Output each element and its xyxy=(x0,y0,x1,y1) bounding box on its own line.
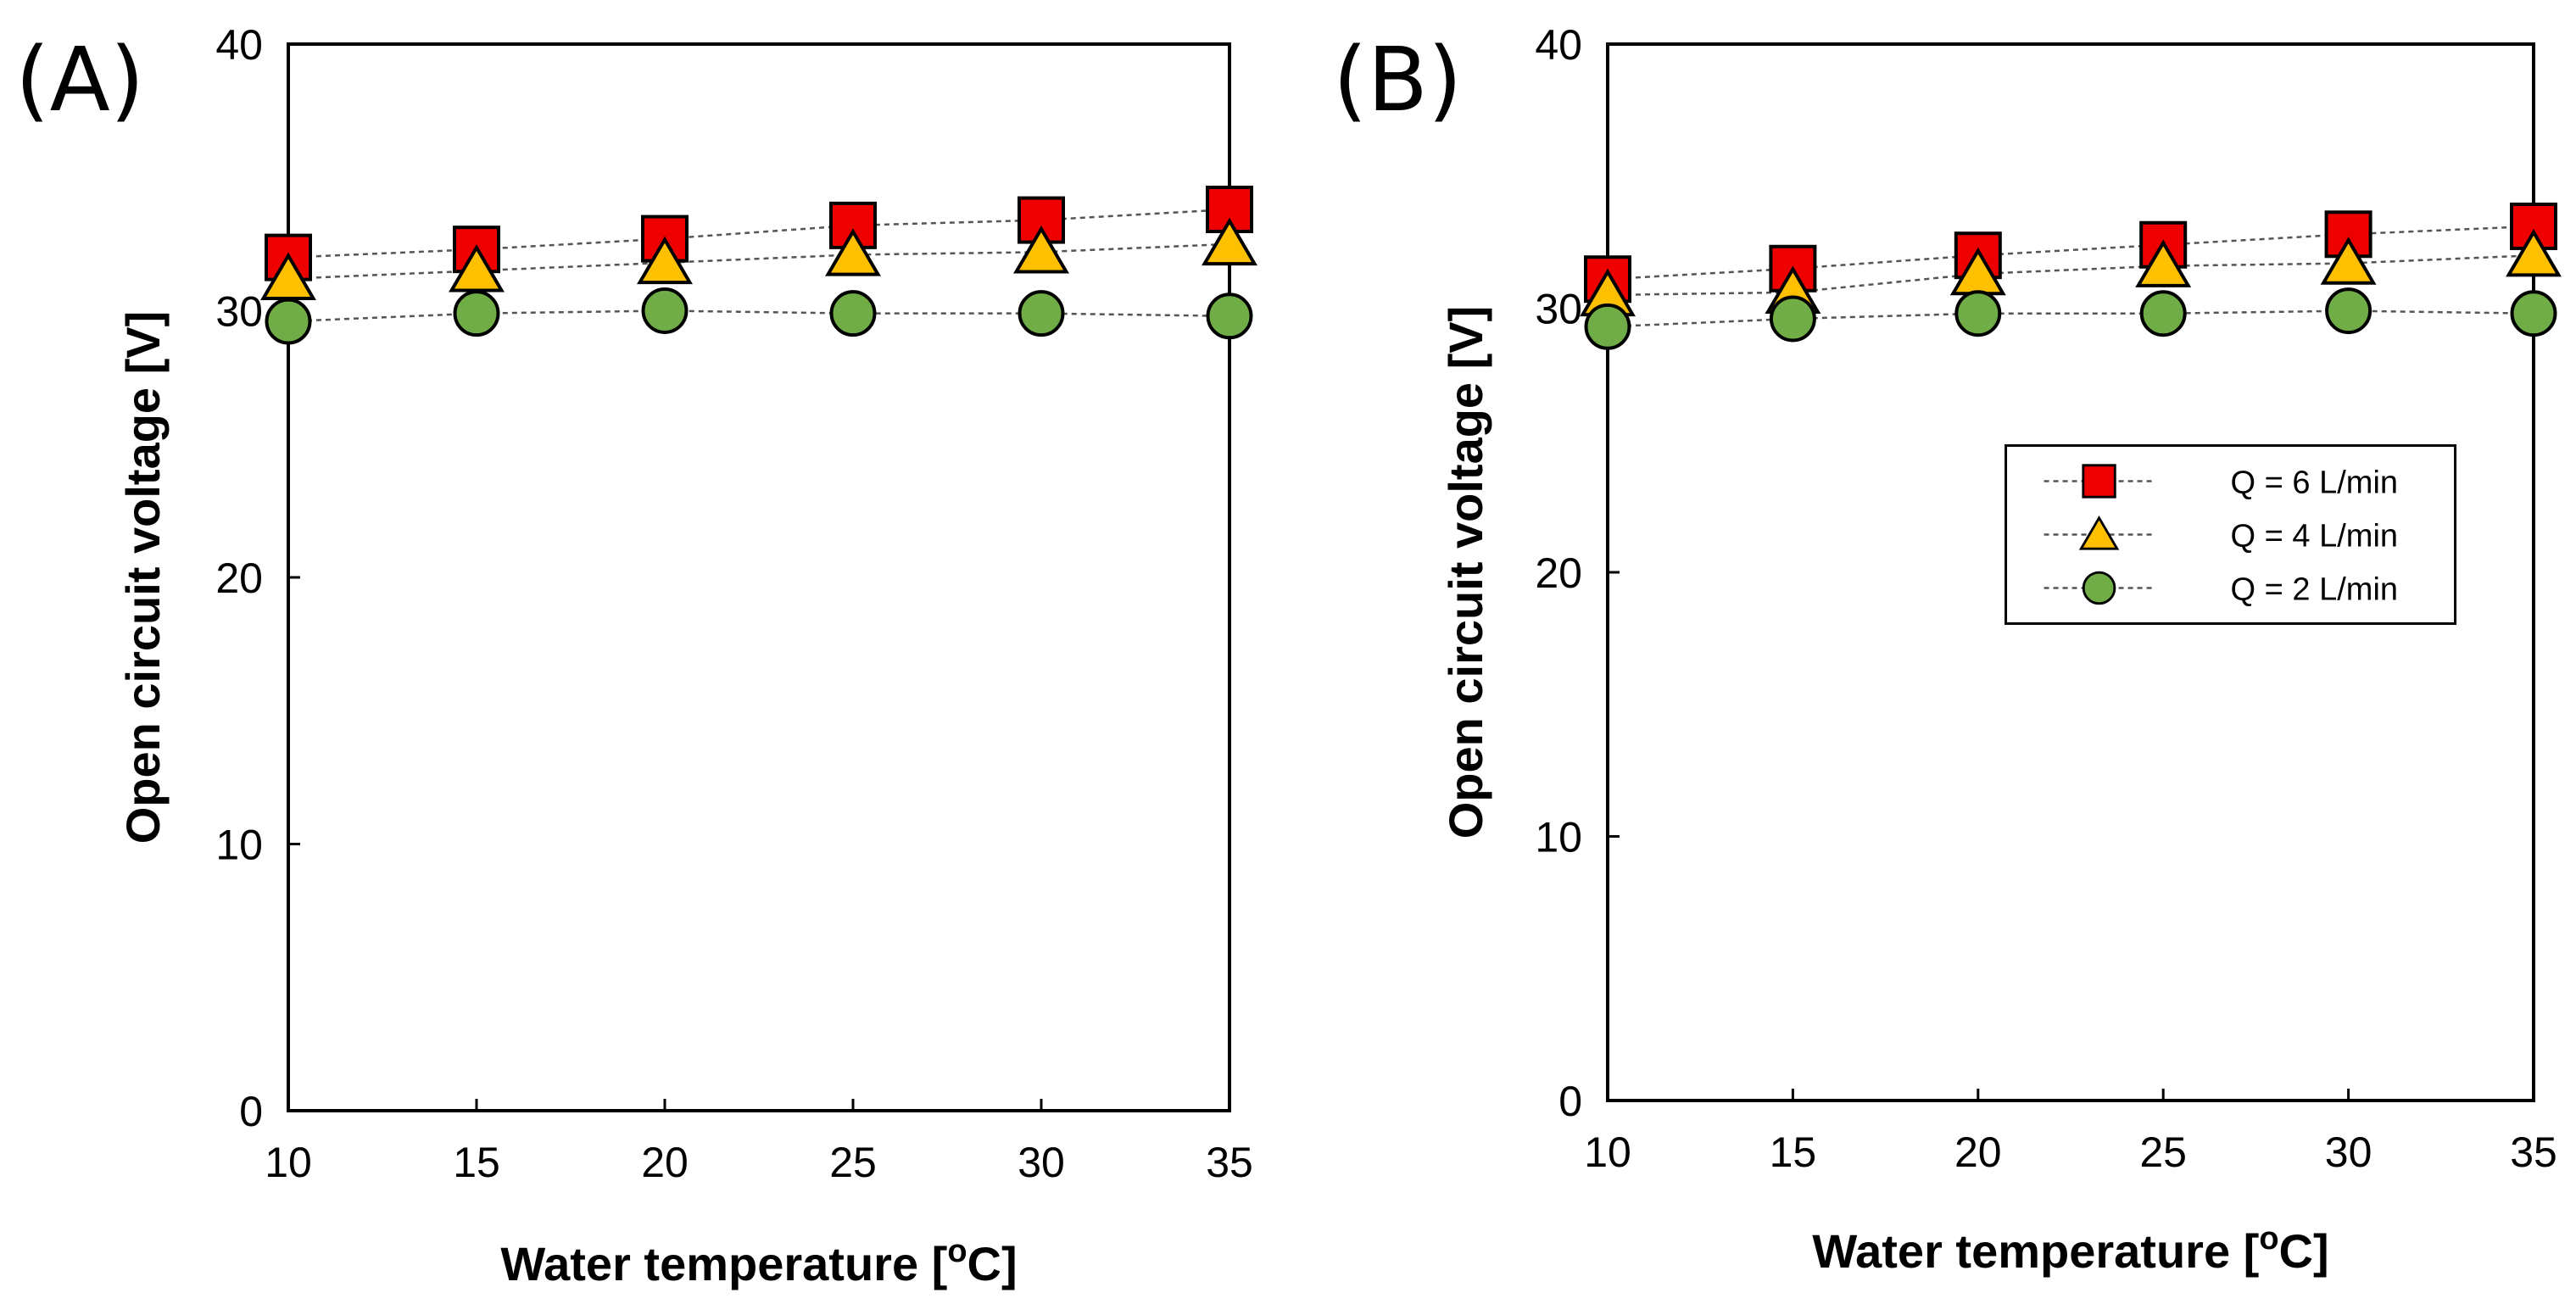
data-point-triangle xyxy=(2506,228,2562,277)
data-point-circle xyxy=(265,298,312,345)
data-point-circle xyxy=(2510,290,2557,337)
legend-label: Q = 2 L/min xyxy=(2231,571,2398,607)
x-tick-label: 30 xyxy=(1018,1139,1065,1186)
x-axis-title-main: Water temperature [ xyxy=(500,1237,947,1290)
x-axis-title-superscript: o xyxy=(2259,1221,2278,1257)
legend: Q = 6 L/min Q = 4 L/min Q = 2 L/min xyxy=(2004,443,2457,625)
data-point-triangle xyxy=(1202,217,1257,266)
data-point-circle xyxy=(641,287,689,334)
data-point-circle xyxy=(829,290,877,337)
legend-marker-square xyxy=(2082,464,2116,499)
data-point-square xyxy=(829,201,877,249)
series-line-square xyxy=(1607,225,2534,281)
data-point-circle xyxy=(1584,303,1631,350)
y-tick-label: 0 xyxy=(1558,1078,1582,1125)
data-point-square xyxy=(2139,220,2188,269)
panel-label: (B) xyxy=(1333,28,1463,131)
x-axis-title-superscript: o xyxy=(947,1234,967,1269)
y-axis-title: Open circuit voltage [V] xyxy=(116,311,170,844)
plot-area-frame xyxy=(287,42,1231,1112)
y-tick-label: 10 xyxy=(1535,814,1582,861)
data-point-circle xyxy=(1206,293,1253,340)
series-line-circle xyxy=(287,309,1230,323)
y-tick-label: 10 xyxy=(215,822,263,869)
x-axis-title: Water temperature [oC] xyxy=(500,1234,1017,1290)
x-tick-label: 30 xyxy=(2325,1128,2372,1176)
y-tick-label: 40 xyxy=(215,21,263,69)
x-tick-label: 35 xyxy=(1206,1139,1253,1186)
y-tick-label: 0 xyxy=(239,1088,263,1135)
series-line-triangle xyxy=(1607,254,2534,297)
y-tick-label: 30 xyxy=(215,288,263,336)
x-tick-label: 10 xyxy=(265,1139,312,1186)
y-tick-label: 40 xyxy=(1535,21,1582,69)
legend-box xyxy=(2004,443,2457,625)
legend-item: Q = 2 L/min xyxy=(2044,571,2398,607)
x-axis-title: Water temperature [oC] xyxy=(1812,1221,2328,1278)
y-tick-label: 20 xyxy=(215,554,263,602)
panel-label: (A) xyxy=(15,28,144,131)
legend-label: Q = 6 L/min xyxy=(2231,465,2398,500)
x-tick-label: 25 xyxy=(2139,1128,2187,1176)
legend-item: Q = 6 L/min xyxy=(2044,464,2398,500)
series-line-triangle xyxy=(287,242,1230,281)
legend-marker-group xyxy=(2082,571,2116,605)
data-point-circle xyxy=(2325,287,2372,335)
x-tick-label: 25 xyxy=(829,1139,877,1186)
x-axis-title-end: C] xyxy=(2279,1224,2329,1278)
legend-marker-group xyxy=(2082,464,2116,499)
data-point-circle xyxy=(453,290,500,337)
data-point-circle xyxy=(2139,290,2187,337)
y-tick-label: 30 xyxy=(1535,286,1582,333)
legend-marker-circle xyxy=(2082,571,2116,605)
data-point-circle xyxy=(1954,290,2002,337)
data-point-triangle xyxy=(1013,226,1069,274)
x-tick-label: 20 xyxy=(641,1139,689,1186)
data-point-triangle xyxy=(825,228,881,276)
legend-marker-triangle xyxy=(2078,515,2120,550)
x-tick-label: 15 xyxy=(453,1139,500,1186)
y-tick-label: 20 xyxy=(1535,549,1582,597)
x-axis-title-end: C] xyxy=(967,1237,1018,1290)
data-point-triangle xyxy=(637,236,693,285)
x-tick-label: 15 xyxy=(1770,1128,1817,1176)
y-axis-title: Open circuit voltage [V] xyxy=(1439,306,1492,839)
data-point-triangle xyxy=(2320,237,2377,285)
series-line-square xyxy=(287,208,1230,259)
x-tick-label: 10 xyxy=(1584,1128,1631,1176)
legend-marker-group xyxy=(2078,515,2120,550)
series-line-circle xyxy=(1607,309,2534,328)
legend-item: Q = 4 L/min xyxy=(2044,515,2398,554)
data-point-triangle xyxy=(2135,239,2192,287)
data-point-circle xyxy=(1018,290,1065,337)
x-axis-title-main: Water temperature [ xyxy=(1812,1224,2259,1278)
legend-label: Q = 4 L/min xyxy=(2231,518,2398,554)
x-tick-label: 20 xyxy=(1954,1128,2002,1176)
data-point-circle xyxy=(1769,295,1816,343)
x-tick-label: 35 xyxy=(2510,1128,2557,1176)
